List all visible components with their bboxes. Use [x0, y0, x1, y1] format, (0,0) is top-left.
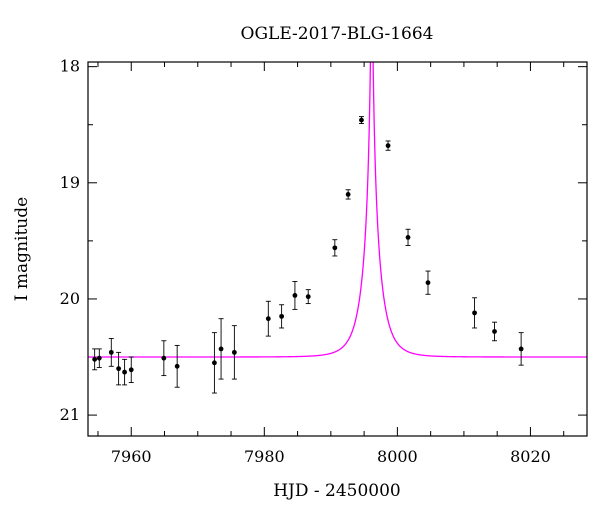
data-point — [472, 297, 478, 329]
point-marker — [218, 346, 224, 352]
point-marker — [161, 355, 167, 361]
data-point — [92, 348, 98, 371]
plot-frame — [87, 61, 588, 437]
model-curve — [88, 62, 587, 358]
data-point — [385, 140, 391, 151]
data-point — [108, 337, 114, 367]
data-point — [345, 189, 351, 200]
data-point — [518, 332, 524, 366]
data-point — [231, 325, 237, 380]
point-marker — [305, 294, 311, 300]
point-marker — [405, 234, 411, 240]
model-curve-layer — [88, 62, 587, 358]
data-point — [211, 332, 217, 394]
data-point — [332, 239, 338, 257]
x-tick-label: 7980 — [244, 447, 285, 466]
point-marker — [174, 363, 180, 369]
point-marker — [279, 313, 285, 319]
data-point — [358, 116, 364, 125]
point-marker — [345, 192, 351, 197]
data-point — [161, 340, 167, 377]
point-marker — [518, 346, 524, 352]
x-tick-label: 7960 — [111, 447, 152, 466]
data-point — [292, 281, 298, 310]
y-tick-label: 19 — [60, 173, 80, 192]
data-point — [405, 228, 411, 246]
axis-ticks: 7960 7980 8000 8020 18 19 20 21 — [60, 57, 587, 466]
data-point — [218, 318, 224, 380]
point-marker — [359, 117, 364, 123]
point-marker — [425, 280, 431, 286]
point-marker — [92, 356, 98, 362]
data-point — [492, 321, 498, 342]
point-marker — [108, 349, 114, 355]
data-point — [265, 300, 271, 337]
point-marker — [492, 329, 497, 334]
point-marker — [332, 245, 338, 251]
point-marker — [265, 316, 271, 322]
data-point — [116, 351, 122, 386]
point-marker — [292, 293, 298, 298]
y-tick-label: 20 — [60, 289, 80, 308]
chart-title: OGLE-2017-BLG-1664 — [241, 24, 434, 44]
data-point — [305, 289, 311, 305]
point-marker — [231, 349, 237, 355]
data-points-layer — [92, 116, 524, 394]
x-axis-label: HJD - 2450000 — [273, 481, 401, 501]
point-marker — [212, 360, 217, 366]
data-point — [279, 304, 285, 329]
point-marker — [122, 369, 127, 375]
data-point — [425, 270, 431, 295]
x-tick-label: 8000 — [377, 447, 418, 466]
data-point — [128, 356, 134, 384]
point-marker — [385, 143, 391, 149]
point-marker — [472, 310, 477, 316]
y-axis-label: I magnitude — [12, 197, 32, 301]
data-point — [122, 358, 128, 386]
y-tick-label: 21 — [60, 405, 80, 424]
y-tick-label: 18 — [60, 57, 80, 76]
data-point — [174, 344, 180, 388]
point-marker — [96, 355, 102, 361]
x-tick-label: 8020 — [510, 447, 551, 466]
point-marker — [116, 366, 122, 372]
data-point — [96, 348, 102, 368]
point-marker — [128, 367, 134, 373]
